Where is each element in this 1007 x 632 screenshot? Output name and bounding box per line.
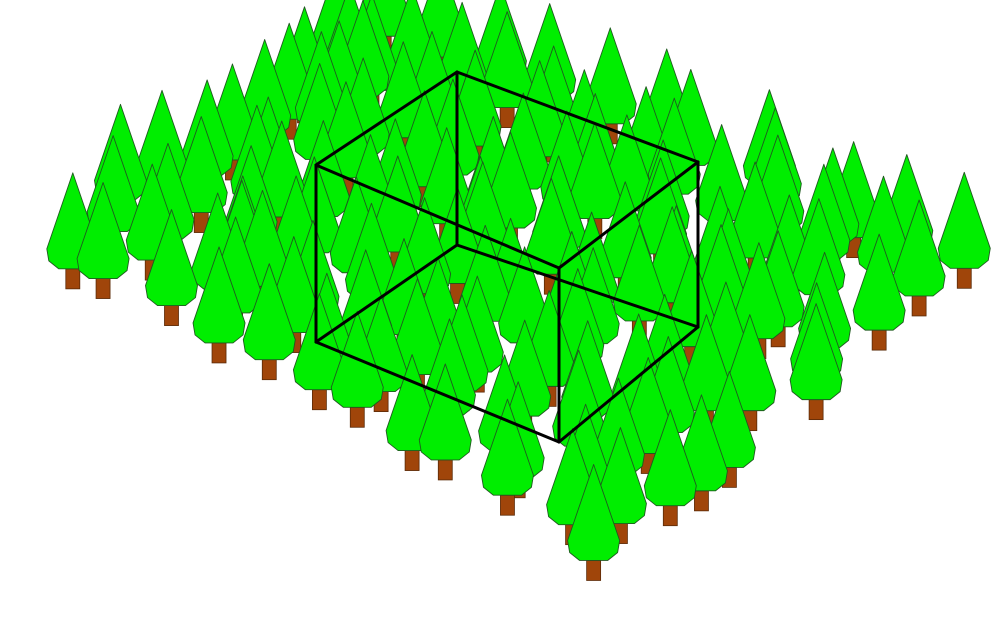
tree-trunk bbox=[65, 268, 81, 290]
tree-trunk bbox=[694, 490, 709, 512]
wireframe-box bbox=[314, 70, 700, 444]
tree-icon bbox=[242, 263, 296, 381]
tree-crown bbox=[242, 263, 296, 361]
tree-trunk bbox=[211, 342, 227, 364]
forest-tree-layer bbox=[46, 0, 991, 581]
tree-icon bbox=[593, 427, 647, 544]
tree-crown bbox=[567, 464, 621, 561]
box-edge bbox=[314, 163, 561, 270]
tree-trunk bbox=[404, 450, 420, 471]
box-edge bbox=[455, 243, 700, 329]
tree-icon bbox=[174, 116, 228, 233]
tree-icon bbox=[481, 398, 534, 516]
tree-icon bbox=[145, 209, 198, 326]
tree-trunk bbox=[261, 359, 277, 381]
box-edge bbox=[557, 325, 700, 444]
tree-trunk bbox=[662, 505, 678, 527]
tree-icon bbox=[418, 363, 472, 481]
tree-icon bbox=[937, 171, 991, 289]
tree-crown bbox=[145, 209, 198, 307]
tree-trunk bbox=[500, 494, 515, 516]
tree-icon bbox=[852, 233, 906, 351]
tree-crown bbox=[852, 233, 906, 331]
box-edge bbox=[314, 340, 561, 444]
tree-trunk bbox=[95, 278, 111, 299]
tree-icon bbox=[789, 303, 843, 421]
tree-icon bbox=[192, 246, 246, 364]
tree-crown bbox=[937, 171, 991, 269]
box-edge bbox=[455, 70, 700, 164]
tree-trunk bbox=[871, 329, 887, 351]
tree-trunk bbox=[349, 406, 365, 428]
tree-trunk bbox=[911, 295, 927, 317]
tree-icon bbox=[76, 182, 130, 299]
tree-trunk bbox=[956, 267, 972, 289]
tree-crown bbox=[789, 303, 843, 401]
tree-trunk bbox=[586, 560, 602, 581]
tree-icon bbox=[643, 409, 697, 527]
tree-trunk bbox=[437, 459, 453, 481]
tree-crown bbox=[418, 363, 472, 461]
box-edge bbox=[314, 243, 459, 344]
tree-trunk bbox=[499, 107, 515, 128]
tree-crown bbox=[481, 398, 534, 496]
tree-trunk bbox=[311, 389, 327, 411]
tree-icon bbox=[567, 464, 621, 581]
tree-trunk bbox=[808, 399, 824, 421]
tree-crown bbox=[76, 182, 130, 279]
box-edge bbox=[314, 70, 459, 167]
box-edge bbox=[557, 160, 700, 270]
tree-crown bbox=[192, 246, 246, 344]
tree-trunk bbox=[164, 305, 179, 326]
tree-icon bbox=[892, 199, 946, 317]
tree-crown bbox=[643, 409, 697, 507]
